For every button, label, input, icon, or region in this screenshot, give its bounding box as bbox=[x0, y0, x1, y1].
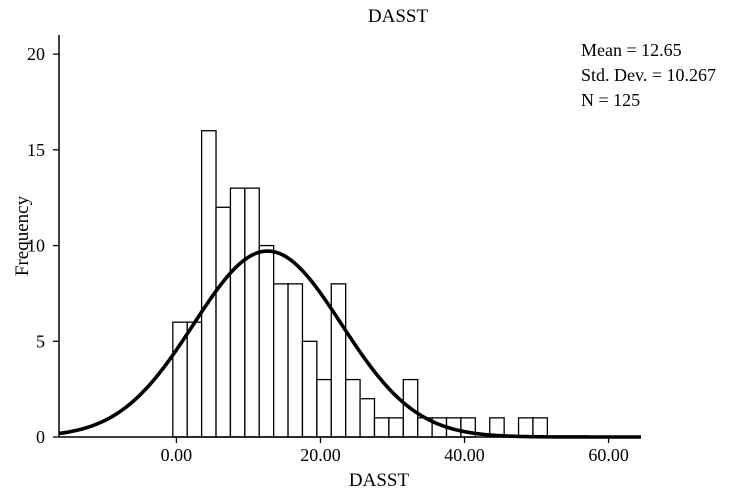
histogram-bar bbox=[359, 398, 376, 438]
histogram-bars bbox=[172, 130, 549, 438]
x-tick-label: 0.00 bbox=[161, 445, 193, 465]
stat-std-dev: Std. Dev. = 10.267 bbox=[581, 65, 716, 85]
histogram-bar bbox=[215, 206, 232, 438]
histogram-bar bbox=[517, 417, 534, 438]
y-axis-label: Frequency bbox=[12, 195, 33, 276]
histogram-bar bbox=[345, 378, 361, 438]
y-tick-label: 10 bbox=[27, 236, 45, 256]
chart-title: DASST bbox=[368, 6, 429, 27]
histogram-bar bbox=[532, 417, 549, 438]
histogram-bar bbox=[301, 340, 318, 438]
x-tick-label: 60.00 bbox=[588, 445, 629, 465]
x-tick-label: 20.00 bbox=[300, 445, 341, 465]
y-tick-label: 20 bbox=[27, 44, 45, 64]
x-axis-label: DASST bbox=[349, 470, 410, 491]
histogram-bar bbox=[200, 130, 217, 438]
stat-mean: Mean = 12.65 bbox=[581, 40, 682, 60]
histogram-bar bbox=[330, 283, 347, 438]
histogram-bar bbox=[244, 187, 260, 438]
histogram-bar bbox=[373, 417, 390, 438]
y-axis-ticks: 0 5 10 15 20 bbox=[27, 44, 59, 447]
histogram-bar bbox=[258, 244, 275, 438]
histogram-bar bbox=[287, 283, 304, 438]
x-axis-ticks: 0.00 20.00 40.00 60.00 bbox=[161, 437, 629, 465]
histogram-bar bbox=[388, 417, 404, 438]
histogram-bar bbox=[272, 283, 289, 438]
histogram-bar bbox=[186, 321, 203, 438]
stat-n: N = 125 bbox=[581, 90, 640, 110]
x-tick-label: 40.00 bbox=[444, 445, 485, 465]
histogram-bar bbox=[316, 378, 332, 438]
y-tick-label: 15 bbox=[27, 140, 45, 160]
y-tick-label: 0 bbox=[36, 427, 45, 447]
stats-box: Mean = 12.65 Std. Dev. = 10.267 N = 125 bbox=[581, 40, 716, 110]
histogram-bar bbox=[229, 187, 246, 438]
y-tick-label: 5 bbox=[36, 331, 45, 351]
